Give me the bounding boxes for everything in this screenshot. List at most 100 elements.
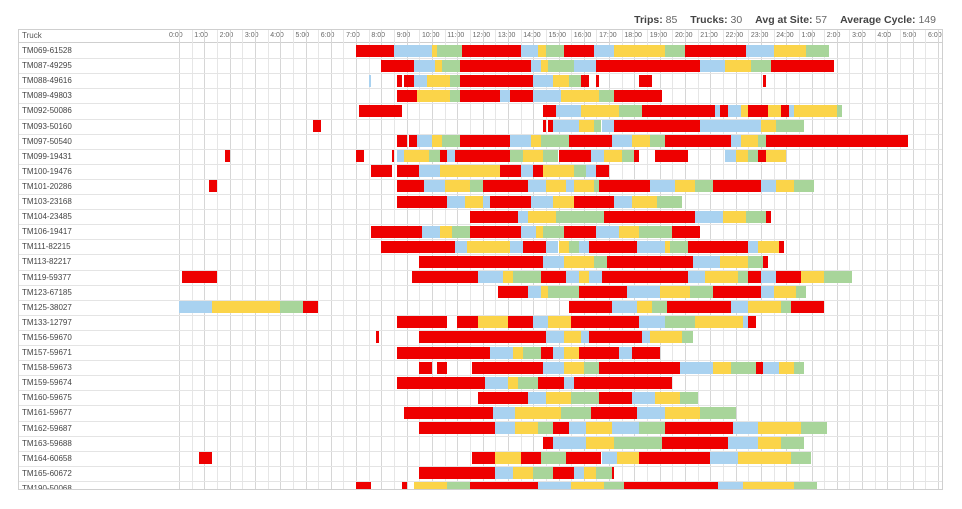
trip-segment[interactable] (730, 301, 749, 314)
trip-segment[interactable] (614, 120, 701, 132)
trip-segment[interactable] (563, 346, 579, 359)
trip-segment[interactable] (558, 150, 592, 163)
trip-segment[interactable] (682, 331, 693, 344)
trip-segment[interactable] (639, 422, 665, 434)
trip-segment[interactable] (411, 271, 478, 283)
trip-segment[interactable] (469, 210, 518, 223)
trip-segment[interactable] (543, 225, 564, 238)
trip-segment[interactable] (768, 104, 782, 117)
trip-segment[interactable] (566, 452, 602, 465)
trip-segment[interactable] (619, 346, 632, 359)
trip-segment[interactable] (515, 422, 539, 434)
trip-segment[interactable] (482, 195, 491, 208)
trip-segment[interactable] (538, 376, 564, 389)
trip-segment[interactable] (639, 316, 665, 329)
trip-segment[interactable] (396, 195, 448, 208)
trip-segment[interactable] (793, 482, 817, 489)
trip-segment[interactable] (566, 180, 574, 193)
trip-segment[interactable] (510, 135, 531, 148)
trip-segment[interactable] (512, 467, 534, 480)
trip-segment[interactable] (181, 271, 217, 283)
trip-segment[interactable] (760, 271, 777, 283)
trip-segment[interactable] (414, 59, 435, 72)
trip-segment[interactable] (730, 135, 741, 148)
trip-segment[interactable] (788, 104, 794, 117)
trip-segment[interactable] (639, 225, 673, 238)
trip-segment[interactable] (543, 104, 556, 117)
trip-segment[interactable] (553, 467, 574, 480)
trip-segment[interactable] (302, 301, 319, 314)
trip-segment[interactable] (765, 210, 771, 223)
trip-segment[interactable] (793, 180, 815, 193)
trip-segment[interactable] (540, 271, 567, 283)
trip-segment[interactable] (586, 422, 612, 434)
trip-segment[interactable] (586, 165, 597, 178)
trip-segment[interactable] (720, 255, 749, 268)
trip-segment[interactable] (396, 150, 405, 163)
trip-segment[interactable] (563, 376, 574, 389)
trip-segment[interactable] (604, 150, 622, 163)
trip-segment[interactable] (748, 104, 769, 117)
trip-segment[interactable] (588, 271, 602, 283)
trip-segment[interactable] (535, 225, 544, 238)
trip-segment[interactable] (568, 301, 612, 314)
trip-segment[interactable] (791, 452, 812, 465)
trip-segment[interactable] (477, 316, 508, 329)
trip-segment[interactable] (639, 452, 711, 465)
trip-segment[interactable] (760, 120, 777, 132)
trip-segment[interactable] (571, 391, 599, 404)
trip-segment[interactable] (601, 452, 617, 465)
trip-segment[interactable] (545, 331, 564, 344)
trip-segment[interactable] (553, 437, 587, 450)
trip-segment[interactable] (209, 180, 217, 193)
trip-segment[interactable] (543, 255, 564, 268)
trip-segment[interactable] (583, 361, 599, 374)
trip-segment[interactable] (419, 165, 440, 178)
trip-segment[interactable] (778, 361, 794, 374)
trip-segment[interactable] (528, 210, 556, 223)
trip-segment[interactable] (449, 89, 460, 102)
trip-segment[interactable] (518, 376, 539, 389)
trip-segment[interactable] (672, 225, 701, 238)
trip-segment[interactable] (745, 44, 774, 57)
trip-segment[interactable] (568, 422, 587, 434)
trip-segment[interactable] (578, 346, 620, 359)
trip-segment[interactable] (555, 104, 582, 117)
trip-segment[interactable] (588, 331, 642, 344)
trip-segment[interactable] (611, 135, 632, 148)
trip-segment[interactable] (568, 135, 612, 148)
trip-segment[interactable] (598, 361, 680, 374)
trip-segment[interactable] (563, 255, 594, 268)
trip-segment[interactable] (356, 482, 372, 489)
trip-segment[interactable] (573, 59, 597, 72)
trip-segment[interactable] (538, 422, 554, 434)
trip-segment[interactable] (512, 346, 524, 359)
trip-segment[interactable] (439, 165, 501, 178)
trip-segment[interactable] (664, 422, 734, 434)
trip-segment[interactable] (449, 74, 460, 87)
trip-segment[interactable] (740, 135, 759, 148)
trip-segment[interactable] (510, 150, 524, 163)
trip-segment[interactable] (596, 59, 701, 72)
trip-segment[interactable] (748, 255, 764, 268)
trip-segment[interactable] (495, 422, 516, 434)
trip-segment[interactable] (510, 89, 534, 102)
trip-segment[interactable] (432, 44, 438, 57)
trip-segment[interactable] (563, 331, 582, 344)
trip-segment[interactable] (530, 59, 541, 72)
trip-segment[interactable] (740, 104, 749, 117)
trip-segment[interactable] (459, 74, 534, 87)
trip-segment[interactable] (695, 210, 723, 223)
trip-segment[interactable] (664, 316, 696, 329)
trip-segment[interactable] (523, 240, 546, 253)
trip-segment[interactable] (631, 135, 650, 148)
trip-segment[interactable] (588, 240, 637, 253)
trip-segment[interactable] (512, 271, 541, 283)
trip-segment[interactable] (598, 89, 615, 102)
trip-segment[interactable] (710, 452, 739, 465)
trip-segment[interactable] (396, 316, 448, 329)
trip-segment[interactable] (404, 406, 493, 419)
trip-segment[interactable] (199, 452, 212, 465)
trip-segment[interactable] (654, 150, 688, 163)
trip-segment[interactable] (545, 391, 572, 404)
